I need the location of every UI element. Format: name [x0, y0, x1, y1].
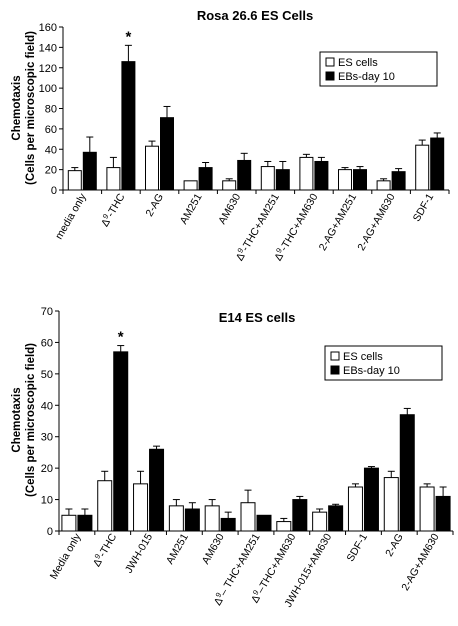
legend-label-es-cells: ES cells	[338, 57, 378, 69]
legend-box	[319, 51, 438, 87]
bar-ebs-day10	[430, 137, 445, 191]
bar-es-cells	[376, 180, 391, 191]
y-tick-label: 60	[41, 337, 53, 349]
x-tick-label: 2-AG	[143, 192, 166, 219]
y-tick-label: 60	[45, 124, 57, 136]
y-tick-label: 100	[39, 83, 57, 95]
bar-ebs-day10	[435, 495, 451, 532]
x-tick-label: AM251	[164, 531, 191, 566]
bar-es-cells	[240, 502, 256, 532]
bar-ebs-day10	[77, 514, 93, 532]
bar-ebs-day10	[399, 414, 415, 532]
bar-es-cells	[415, 144, 430, 191]
bar-ebs-day10	[275, 169, 290, 191]
bar-es-cells	[260, 166, 275, 191]
bar-es-cells	[133, 483, 149, 532]
bar-es-cells	[419, 486, 435, 532]
y-tick-label: 30	[41, 432, 53, 444]
x-tick-label: AM251	[178, 191, 205, 226]
legend-swatch-es-cells	[325, 57, 335, 67]
y-tick-label: 40	[41, 400, 53, 412]
y-tick-label: 120	[39, 63, 57, 75]
legend-label-ebs-day10: EBs-day 10	[343, 365, 400, 377]
bar-es-cells	[299, 156, 314, 191]
bar-es-cells	[97, 480, 113, 532]
chart-title: E14 ES cells	[219, 310, 296, 325]
legend-swatch-es-cells	[330, 351, 340, 361]
bar-ebs-day10	[198, 167, 213, 191]
bar-ebs-day10	[353, 169, 367, 191]
y-tick-label: 40	[45, 144, 57, 156]
bar-ebs-day10	[82, 151, 97, 191]
significance-asterisk: *	[125, 28, 131, 45]
bar-es-cells	[106, 167, 121, 191]
bar-ebs-day10	[363, 467, 379, 532]
bar-ebs-day10	[256, 514, 272, 532]
bar-es-cells	[276, 521, 292, 532]
bar-es-cells	[204, 505, 220, 532]
x-tick-label: Media only	[48, 531, 84, 582]
bar-ebs-day10	[184, 508, 200, 532]
bar-ebs-day10	[113, 351, 129, 532]
bar-es-cells	[183, 180, 198, 191]
x-tick-label: media only	[53, 191, 89, 242]
x-tick-label: 2-AG+AM630	[399, 531, 441, 592]
bar-ebs-day10	[121, 61, 136, 191]
y-axis-subtitle: (Cells per microscopic field)	[25, 31, 37, 185]
y-tick-label: 20	[45, 165, 57, 177]
y-axis-title: Chemotaxis	[11, 75, 23, 140]
chart-e14: E14 ES cells Chemotaxis (Cells per microsc…	[11, 306, 454, 610]
bar-es-cells	[67, 170, 82, 191]
bar-es-cells	[222, 180, 237, 191]
legend-swatch-ebs-day10	[325, 71, 335, 81]
bar-ebs-day10	[220, 517, 236, 532]
bar-ebs-day10	[149, 448, 165, 532]
bar-es-cells	[145, 145, 159, 191]
bar-es-cells	[61, 514, 77, 532]
bar-es-cells	[383, 477, 399, 532]
y-tick-label: 160	[39, 22, 57, 34]
y-tick-label: 50	[41, 369, 53, 381]
bar-es-cells	[312, 511, 328, 532]
bar-ebs-day10	[292, 499, 308, 532]
x-tick-label: SDF-1	[344, 531, 370, 563]
x-tick-label: Δ9-THC	[97, 190, 127, 229]
legend-label-es-cells: ES cells	[343, 351, 383, 363]
bar-ebs-day10	[314, 160, 329, 191]
bar-es-cells	[338, 169, 352, 191]
y-tick-label: 0	[51, 185, 57, 197]
x-tick-label: 2-AG	[383, 532, 406, 559]
y-tick-label: 140	[39, 42, 57, 54]
x-tick-label: Δ9-THC	[89, 530, 119, 569]
chart-title: Rosa 26.6 ES Cells	[197, 8, 313, 23]
y-tick-label: 80	[45, 104, 57, 116]
y-tick-label: 10	[41, 495, 53, 507]
bar-ebs-day10	[160, 117, 174, 191]
bar-ebs-day10	[237, 159, 252, 191]
bar-ebs-day10	[328, 505, 344, 532]
y-axis-title: Chemotaxis	[11, 387, 23, 452]
significance-asterisk: *	[118, 329, 124, 346]
x-tick-label: AM630	[200, 531, 227, 566]
chart-rosa: Rosa 26.6 ES Cells Chemotaxis (Cells per m…	[11, 8, 450, 263]
bar-ebs-day10	[391, 171, 406, 191]
legend-label-ebs-day10: EBs-day 10	[338, 71, 395, 83]
bar-es-cells	[347, 486, 363, 532]
legend-box	[324, 345, 443, 381]
bar-es-cells	[168, 505, 184, 532]
x-tick-label: 2-AG+AM251	[317, 191, 359, 252]
y-tick-label: 0	[47, 526, 53, 538]
legend-swatch-ebs-day10	[330, 365, 340, 375]
x-tick-label: AM630	[216, 191, 243, 226]
y-axis-subtitle: (Cells per microscopic field)	[25, 343, 37, 497]
x-tick-label: JWH-015	[123, 531, 155, 575]
y-tick-label: 20	[41, 463, 53, 475]
x-tick-label: 2-AG+AM630	[355, 191, 397, 252]
y-tick-label: 70	[41, 306, 53, 318]
x-tick-label: SDF-1	[411, 191, 437, 223]
